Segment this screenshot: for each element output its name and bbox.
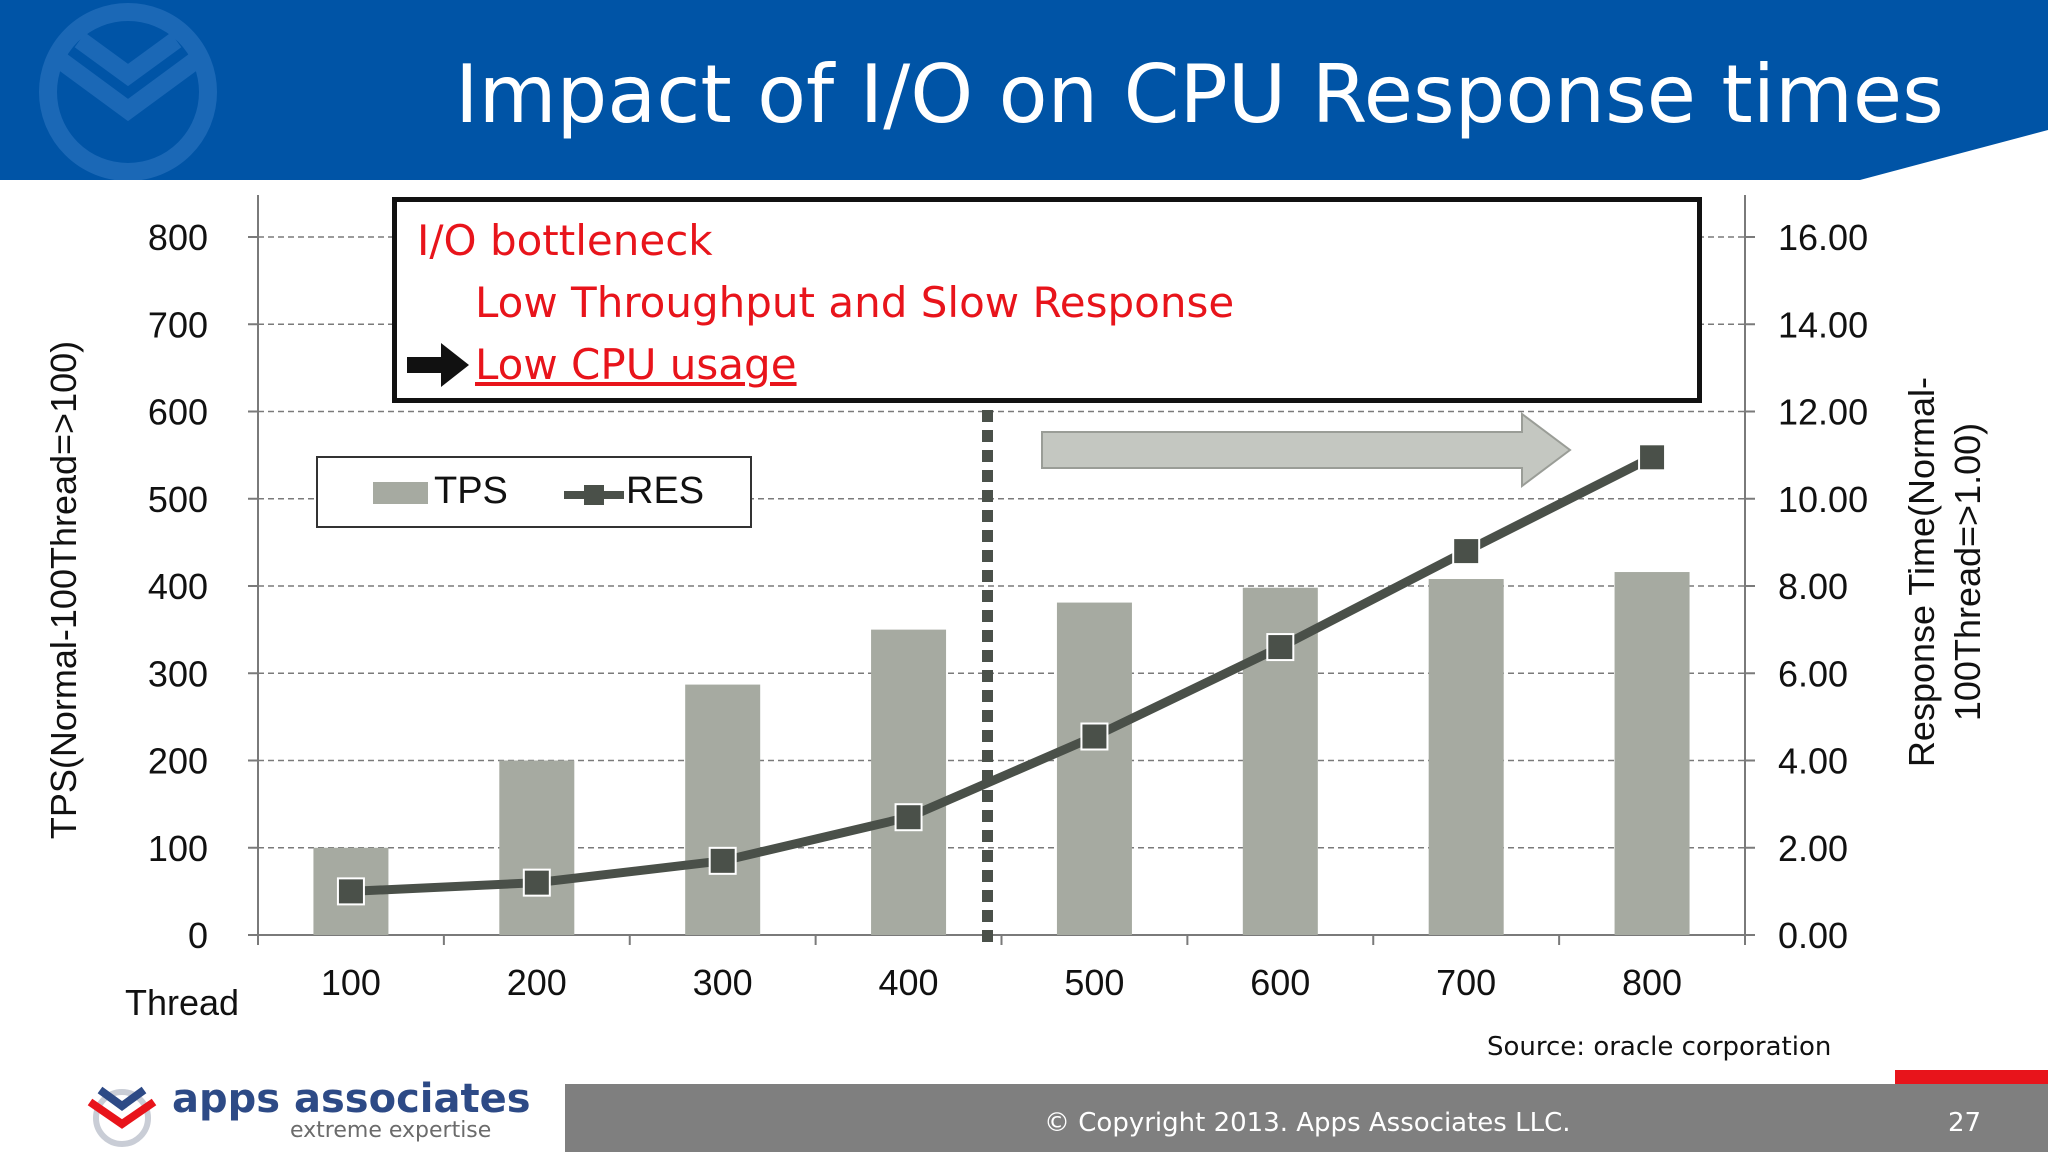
res-point — [522, 868, 551, 897]
y-tick-label: 400 — [148, 566, 208, 607]
y-tick-label: 600 — [148, 392, 208, 433]
trend-arrow-icon — [1041, 412, 1572, 488]
y-tick-label: 300 — [148, 653, 208, 694]
y-tick-label: 800 — [148, 217, 208, 258]
x-tick-label: 500 — [1064, 962, 1124, 1003]
x-tick-label: 600 — [1250, 962, 1310, 1003]
callout-line-1: I/O bottleneck — [417, 216, 713, 265]
res-point — [1080, 722, 1109, 751]
legend-swatch-res — [564, 485, 624, 505]
tps-bar — [871, 629, 947, 935]
y2-tick-label: 0.00 — [1778, 915, 1848, 956]
tps-bar — [1056, 602, 1132, 935]
res-point — [1452, 537, 1481, 566]
slide-title: Impact of I/O on CPU Response times — [455, 48, 1944, 141]
x-tick-label: 300 — [693, 962, 753, 1003]
brand-watermark-icon — [39, 3, 217, 180]
tps-bar — [1614, 572, 1690, 935]
callout-line-2: Low Throughput and Slow Response — [475, 278, 1235, 327]
tps-bar — [685, 684, 761, 935]
brand-logo-icon — [87, 1086, 157, 1147]
y-tick-label: 200 — [148, 741, 208, 782]
brand-name: apps associates — [172, 1076, 531, 1122]
res-line — [350, 453, 1655, 896]
y-tick-label: 700 — [148, 304, 208, 345]
legend-label-tps: TPS — [434, 470, 508, 512]
y2-tick-label: 16.00 — [1778, 217, 1868, 258]
x-axis-title: Thread — [125, 982, 239, 1023]
header-band — [0, 0, 2048, 180]
x-tick-label: 100 — [321, 962, 381, 1003]
source-note: Source: oracle corporation — [1487, 1032, 1832, 1062]
y2-tick-label: 2.00 — [1778, 828, 1848, 869]
tps-bar — [499, 760, 575, 935]
callout-line-3: Low CPU usage — [475, 340, 797, 389]
res-point — [894, 803, 923, 832]
legend-label-res: RES — [626, 470, 705, 512]
y2-tick-label: 12.00 — [1778, 392, 1868, 433]
y2-tick-label: 10.00 — [1778, 479, 1868, 520]
res-point — [1266, 633, 1295, 662]
callout-box: I/O bottleneck Low Throughput and Slow R… — [392, 197, 1702, 403]
y2-tick-label: 6.00 — [1778, 653, 1848, 694]
legend-swatch-tps — [373, 482, 428, 504]
y-tick-label: 0 — [188, 915, 208, 956]
y2-tick-label: 4.00 — [1778, 741, 1848, 782]
y-axis-title: TPS(Normal-100Thread=>100) — [43, 341, 84, 839]
y2-tick-label: 14.00 — [1778, 304, 1868, 345]
y2-tick-label: 8.00 — [1778, 566, 1848, 607]
brand-tagline: extreme expertise — [290, 1118, 492, 1143]
tps-bar — [1428, 579, 1504, 935]
y2-axis-title-line-1: Response Time(Normal- — [1901, 377, 1942, 767]
chart-legend: TPS RES — [316, 456, 752, 528]
res-point — [708, 846, 737, 875]
x-tick-label: 400 — [879, 962, 939, 1003]
y-tick-label: 500 — [148, 479, 208, 520]
y-tick-label: 100 — [148, 828, 208, 869]
page-number: 27 — [1948, 1108, 1982, 1138]
arrow-right-icon — [407, 343, 469, 387]
res-point — [336, 877, 365, 906]
x-tick-label: 200 — [507, 962, 567, 1003]
y2-axis-title-line-2: 100Thread=>1.00) — [1947, 423, 1988, 721]
x-tick-label: 800 — [1622, 962, 1682, 1003]
footer-band — [565, 1070, 2048, 1152]
x-tick-label: 700 — [1436, 962, 1496, 1003]
copyright: © Copyright 2013. Apps Associates LLC. — [1044, 1108, 1571, 1138]
res-point — [1638, 443, 1667, 472]
